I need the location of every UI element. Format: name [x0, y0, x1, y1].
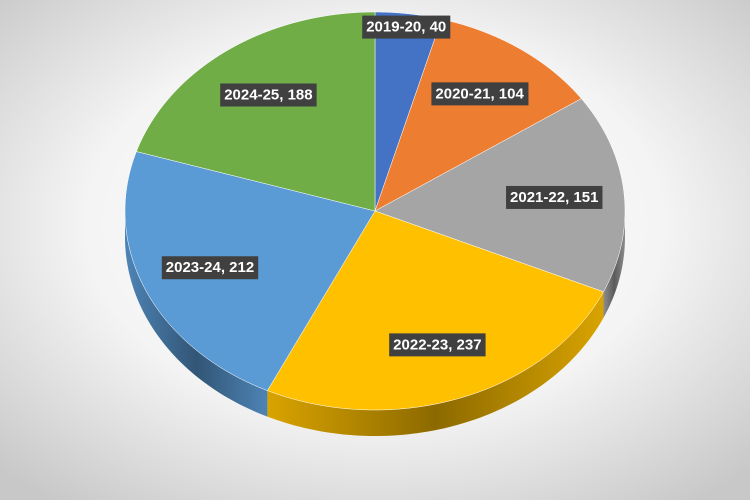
slice-side-shade	[267, 291, 604, 436]
data-label-box	[389, 333, 486, 357]
slice	[267, 210, 604, 411]
slice	[136, 11, 376, 212]
data-label-box	[506, 185, 603, 209]
data-label: 2022-23, 237	[393, 336, 481, 353]
data-label-box	[431, 82, 529, 106]
data-label-box	[362, 15, 451, 39]
slice-side-shade	[603, 211, 625, 318]
data-label: 2020-21, 104	[435, 85, 524, 102]
data-label: 2019-20, 40	[366, 19, 446, 36]
data-label: 2021-22, 151	[510, 189, 598, 206]
pie-sides	[125, 211, 625, 436]
data-label: 2023-24, 212	[166, 259, 254, 276]
slice	[374, 98, 626, 293]
data-label-box	[220, 83, 317, 107]
data-label-box	[161, 256, 259, 280]
slice-side-shade	[125, 211, 268, 417]
data-labels: 2019-20, 40 2020-21, 104 2021-22, 151 2022-…	[161, 15, 603, 357]
pie-tops	[124, 11, 626, 411]
data-label: 2024-25, 188	[224, 87, 312, 104]
slice	[374, 18, 582, 212]
